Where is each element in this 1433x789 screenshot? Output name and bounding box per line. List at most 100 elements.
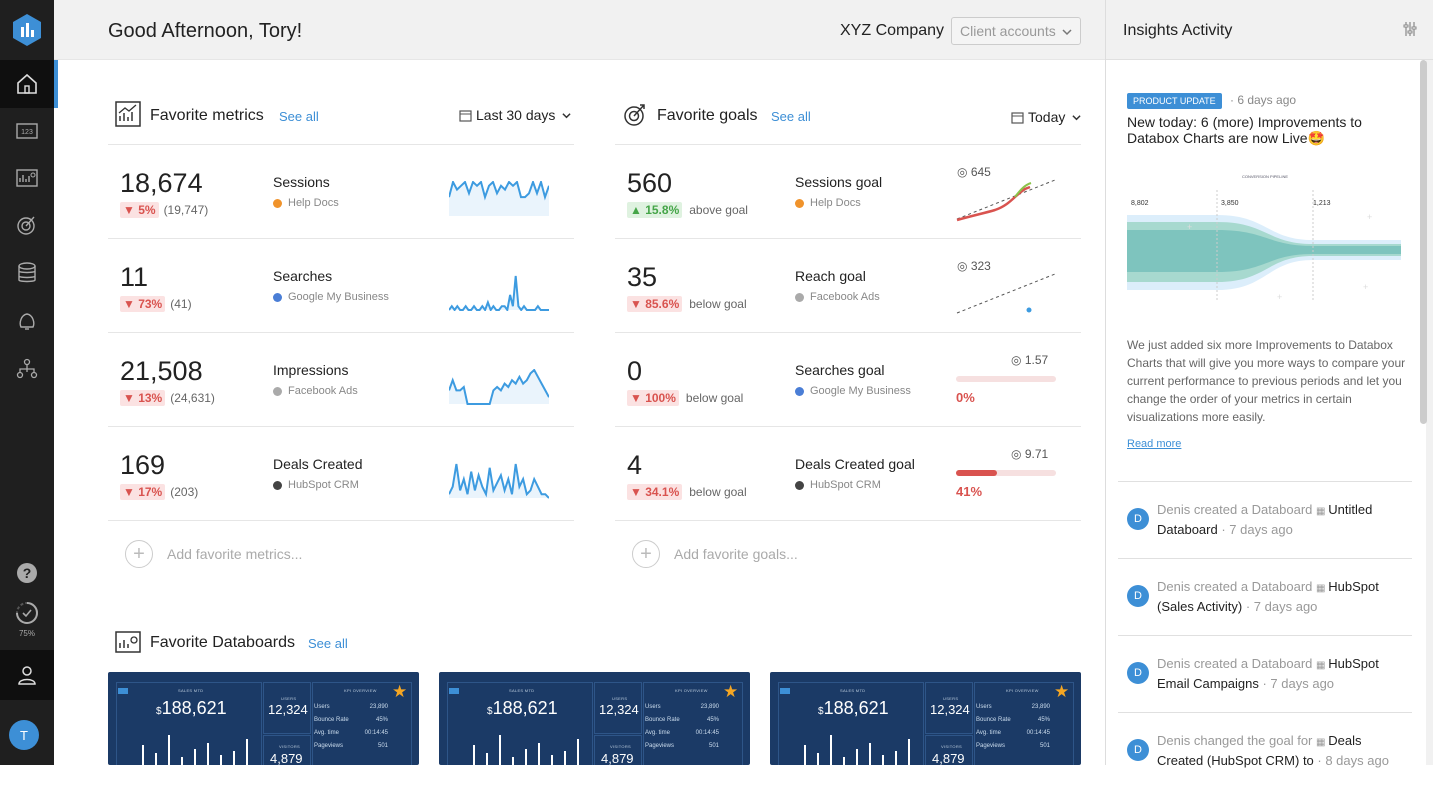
goal-target-line [956, 179, 1056, 220]
goal-actual-line [956, 185, 1031, 222]
activity-target[interactable]: Deals Created (HubSpot CRM) to [1157, 733, 1362, 768]
activity-target[interactable]: HubSpot (Sales Activity) [1157, 579, 1379, 614]
kpi-row: Users 23,890 [976, 704, 1050, 710]
goal-status: above goal [689, 203, 748, 217]
kpi-label: KPI OVERVIEW [1006, 688, 1039, 693]
activity-avatar: D [1127, 662, 1149, 684]
metric-previous: (24,631) [170, 391, 215, 405]
company-name: XYZ Company [840, 22, 945, 39]
activity-item[interactable]: D Denis created a Databoard ▦ HubSpot Em… [1118, 635, 1412, 712]
sales-number: 188,621 [161, 698, 227, 718]
goals-divider [615, 520, 1081, 521]
users-value: 12,324 [268, 702, 308, 717]
currency-symbol: $ [487, 706, 493, 717]
metric-row[interactable]: 18,674 ▼ 5% (19,747) Sessions Help Docs [108, 144, 574, 238]
users-value: 12,324 [930, 702, 970, 717]
databoard-bar [577, 739, 579, 765]
users-tile [925, 682, 973, 734]
metrics-see-all-link[interactable]: See all [279, 109, 319, 124]
add-favorite-metric[interactable]: + Add favorite metrics... [125, 540, 302, 568]
nav-home[interactable] [0, 60, 54, 108]
product-update-headline[interactable]: New today: 6 (more) Improvements to Data… [1127, 114, 1362, 146]
source-icon [795, 386, 804, 396]
nav-accounts[interactable] [0, 346, 54, 392]
mini-logo [449, 688, 459, 694]
goal-source: Help Docs [795, 197, 861, 209]
nav-users[interactable] [0, 650, 54, 700]
kpi-value: 501 [708, 743, 719, 749]
insights-header: Insights Activity [1106, 0, 1433, 60]
databoard-bar [843, 757, 845, 765]
activity-item[interactable]: D Denis created a Databoard ▦ Untitled D… [1118, 481, 1412, 558]
sparkline-area [449, 370, 549, 404]
target-icon: ◎ [1011, 353, 1025, 367]
chevron-down-icon [1062, 24, 1072, 40]
user-avatar[interactable]: T [9, 720, 39, 750]
goal-name: Reach goal [795, 268, 866, 284]
favorite-star-icon[interactable]: ★ [392, 682, 408, 701]
metric-source-label: HubSpot CRM [288, 479, 359, 491]
metric-row[interactable]: 11 ▼ 73% (41) Searches Google My Business [108, 238, 574, 332]
filter-sliders-icon[interactable] [1403, 21, 1417, 42]
databoard-bar [804, 745, 806, 765]
kpi-value: 501 [377, 743, 388, 749]
source-icon [273, 292, 282, 302]
databoard-card[interactable]: SALES MTD $188,621 USERS 12,324 VISITORS… [770, 672, 1081, 765]
client-accounts-dropdown[interactable]: Client accounts [951, 17, 1081, 45]
goal-row[interactable]: 4 ▼ 34.1% below goal Deals Created goal H… [615, 426, 1081, 520]
goal-row[interactable]: 0 ▼ 100% below goal Searches goal Google … [615, 332, 1081, 426]
kpi-label: Bounce Rate [314, 717, 349, 723]
databoard-bar [233, 751, 235, 765]
nav-metrics[interactable]: 123 [0, 108, 54, 154]
calendar-icon [459, 109, 472, 125]
goal-row[interactable]: 560 ▲ 15.8% above goal Sessions goal Help… [615, 144, 1081, 238]
metric-row[interactable]: 169 ▼ 17% (203) Deals Created HubSpot CRM [108, 426, 574, 520]
metric-delta: ▼ 73% (41) [120, 296, 192, 312]
goals-period-dropdown[interactable]: Today [1011, 109, 1081, 127]
databox-logo[interactable] [0, 0, 54, 60]
metrics-title: Favorite metrics [150, 107, 264, 124]
activity-item[interactable]: D Denis changed the goal for ▦ Deals Cre… [1118, 712, 1412, 789]
kpi-tile [643, 682, 743, 765]
activity-target[interactable]: Untitled Databoard [1157, 502, 1373, 537]
target-icon: ◎ [957, 165, 971, 179]
nav-data-manager[interactable] [0, 250, 54, 296]
activity-action: Denis created a Databoard [1157, 502, 1316, 517]
read-more-link[interactable]: Read more [1127, 438, 1182, 450]
kpi-label: Users [976, 704, 992, 710]
metric-row[interactable]: 21,508 ▼ 13% (24,631) Impressions Faceboo… [108, 332, 574, 426]
kpi-row: Bounce Rate 45% [645, 717, 719, 723]
goals-see-all-link[interactable]: See all [771, 109, 811, 124]
nav-alerts[interactable] [0, 298, 54, 344]
insights-scrollbar[interactable] [1420, 60, 1427, 424]
metric-source: Help Docs [273, 197, 339, 209]
activity-item[interactable]: D Denis created a Databoard ▦ HubSpot (S… [1118, 558, 1412, 635]
goal-row[interactable]: 35 ▼ 85.6% below goal Reach goal Facebook… [615, 238, 1081, 332]
databoards-see-all-link[interactable]: See all [308, 636, 348, 651]
nav-goals[interactable] [0, 202, 54, 248]
favorite-star-icon[interactable]: ★ [1054, 682, 1070, 701]
currency-symbol: $ [818, 706, 824, 717]
metrics-period-dropdown[interactable]: Last 30 days [459, 107, 571, 125]
nav-databoards[interactable] [0, 155, 54, 201]
goal-status: below goal [689, 297, 747, 311]
kpi-tile [974, 682, 1074, 765]
add-favorite-goal[interactable]: + Add favorite goals... [632, 540, 798, 568]
users-label: USERS [612, 696, 628, 701]
goal-progress-percent: 0% [956, 390, 975, 405]
setup-progress[interactable] [0, 590, 54, 636]
goal-progress-percent: 41% [956, 484, 983, 499]
activity-target[interactable]: HubSpot Email Campaigns [1157, 656, 1379, 691]
kpi-label: Pageviews [314, 743, 344, 749]
users-label: USERS [943, 696, 959, 701]
goal-delta: ▼ 85.6% below goal [627, 296, 747, 312]
funnel-value-2: 3,850 [1221, 200, 1239, 207]
favorite-star-icon[interactable]: ★ [723, 682, 739, 701]
metrics-divider [108, 520, 574, 521]
help-button[interactable]: ? [0, 550, 54, 596]
visitors-value: 4,879 [601, 751, 634, 765]
activity-time: · 7 days ago [1242, 599, 1318, 614]
goal-name: Searches goal [795, 362, 885, 378]
databoard-card[interactable]: SALES MTD $188,621 USERS 12,324 VISITORS… [439, 672, 750, 765]
databoard-card[interactable]: SALES MTD $188,621 USERS 12,324 VISITORS… [108, 672, 419, 765]
